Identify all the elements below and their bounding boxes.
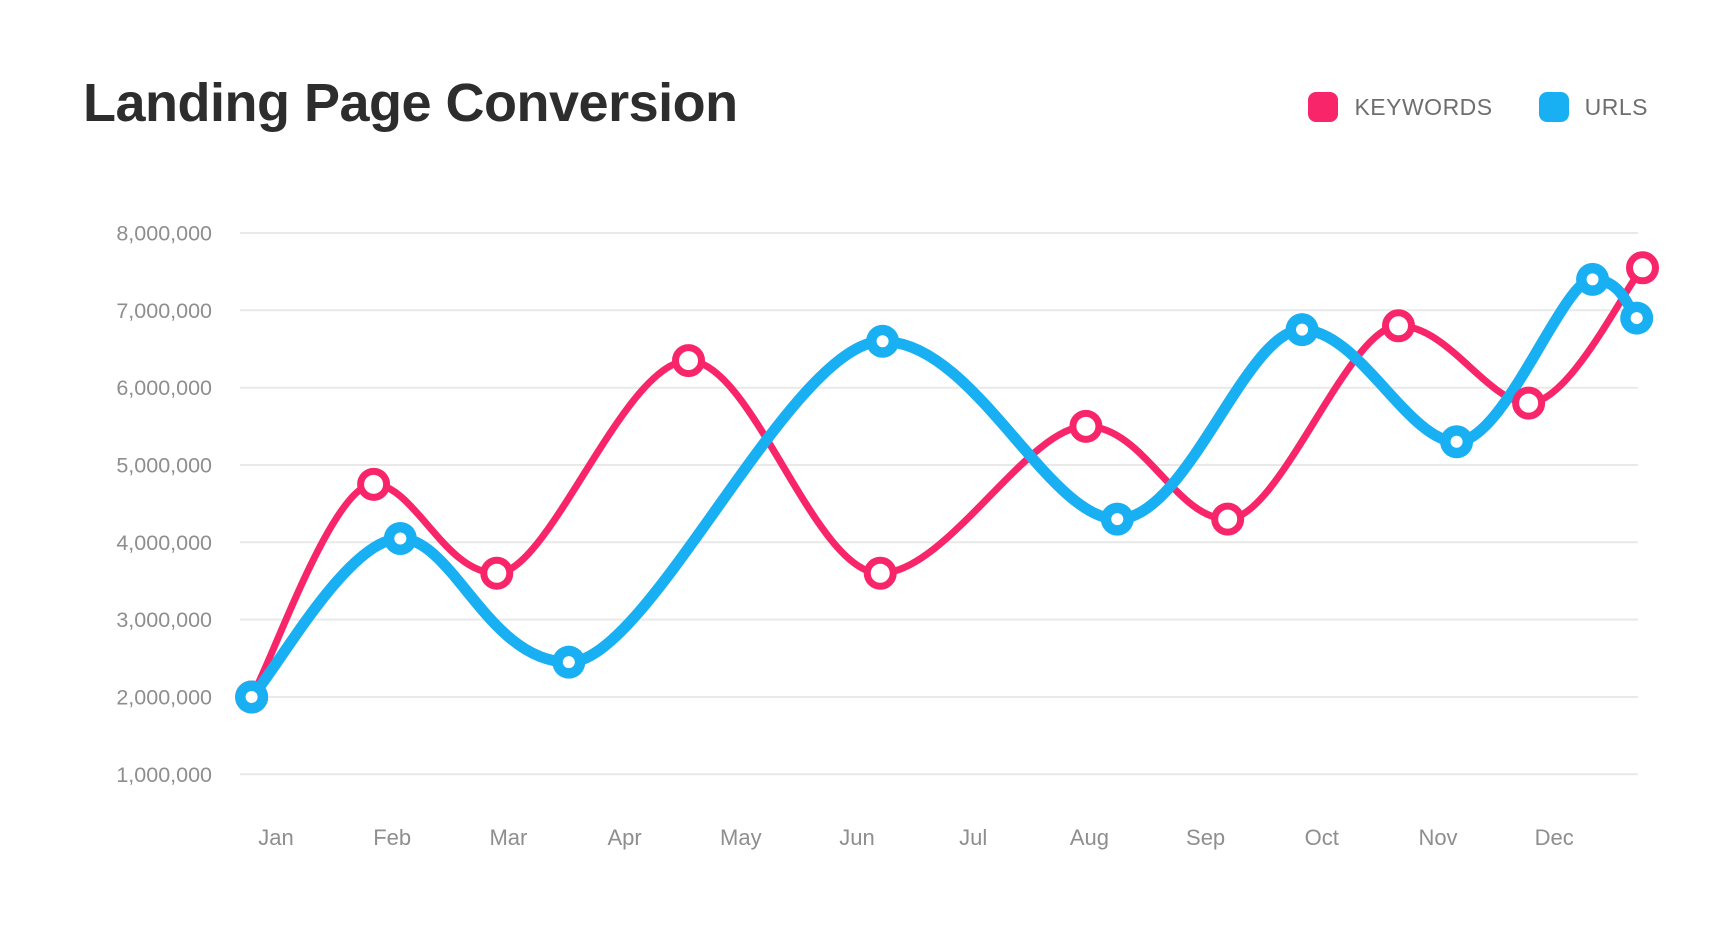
- y-axis-tick-label: 1,000,000: [116, 763, 212, 787]
- keywords-point-2[interactable]: [480, 556, 514, 590]
- urls-legend-label: URLS: [1584, 93, 1648, 120]
- y-axis-tick-label: 8,000,000: [116, 222, 212, 246]
- keywords-point-1[interactable]: [357, 467, 391, 501]
- chart-legend: KEYWORDS URLS: [1308, 92, 1648, 122]
- y-axis-tick-label: 2,000,000: [116, 686, 212, 710]
- keywords-point-3[interactable]: [672, 344, 706, 378]
- x-axis-month-label: Mar: [489, 825, 527, 850]
- legend-item-keywords[interactable]: KEYWORDS: [1308, 92, 1492, 122]
- point-center-dot: [245, 690, 258, 703]
- y-axis-tick-label: 4,000,000: [116, 531, 212, 555]
- y-axis-tick-label: 6,000,000: [116, 376, 212, 400]
- point-center-dot: [1450, 435, 1463, 448]
- x-axis-month-label: Jul: [959, 825, 987, 850]
- point-center-dot: [394, 532, 407, 545]
- keywords-point-9[interactable]: [1626, 251, 1660, 285]
- x-axis-month-label: Nov: [1418, 825, 1457, 850]
- y-axis-tick-label: 5,000,000: [116, 454, 212, 478]
- x-axis-month-label: Apr: [607, 825, 641, 850]
- point-center-dot: [1296, 323, 1309, 336]
- x-axis-month-label: May: [720, 825, 762, 850]
- point-center-dot: [562, 656, 575, 669]
- keywords-point-7[interactable]: [1381, 309, 1415, 343]
- x-axis-month-label: Oct: [1305, 825, 1339, 850]
- point-center-dot: [1586, 273, 1599, 286]
- point-center-dot: [1111, 513, 1124, 526]
- keywords-swatch-icon: [1308, 92, 1339, 122]
- keywords-point-4[interactable]: [863, 556, 897, 590]
- x-axis-month-label: Jan: [258, 825, 293, 850]
- x-axis-month-label: Feb: [373, 825, 411, 850]
- chart-title: Landing Page Conversion: [83, 73, 738, 133]
- urls-swatch-icon: [1538, 92, 1569, 122]
- x-axis-month-label: Jun: [839, 825, 874, 850]
- keywords-line: [248, 264, 1646, 701]
- x-axis-month-label: Aug: [1070, 825, 1109, 850]
- y-axis-tick-label: 7,000,000: [116, 299, 212, 323]
- x-axis-month-label: Dec: [1535, 825, 1574, 850]
- legend-item-urls[interactable]: URLS: [1538, 92, 1648, 122]
- keywords-point-6[interactable]: [1211, 502, 1245, 536]
- keywords-point-8[interactable]: [1512, 386, 1546, 420]
- keywords-legend-label: KEYWORDS: [1354, 93, 1493, 120]
- point-center-dot: [1630, 312, 1643, 325]
- urls-line: [246, 273, 1643, 703]
- keywords-point-5[interactable]: [1069, 409, 1103, 443]
- y-axis-tick-label: 3,000,000: [116, 608, 212, 632]
- x-axis-month-label: Sep: [1186, 825, 1225, 850]
- point-center-dot: [876, 335, 889, 348]
